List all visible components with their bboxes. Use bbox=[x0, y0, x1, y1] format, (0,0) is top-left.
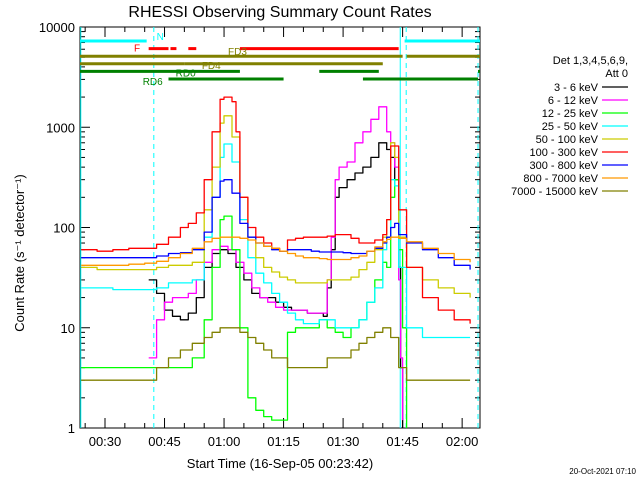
x-tick-label: 02:00 bbox=[446, 434, 479, 449]
y-tick-label: 1 bbox=[68, 421, 75, 436]
flag-label-N: N bbox=[157, 32, 164, 43]
legend-label: 7000 - 15000 keV bbox=[511, 186, 599, 198]
footer-timestamp: 20-Oct-2021 07:10 bbox=[569, 467, 636, 476]
legend-label: 100 - 300 keV bbox=[530, 147, 599, 159]
x-tick-label: 01:00 bbox=[208, 434, 241, 449]
legend-label: 6 - 12 keV bbox=[548, 95, 599, 107]
series-line-7000-15000keV bbox=[81, 327, 471, 381]
flag-label-FD4: FD4 bbox=[202, 61, 221, 72]
legend-label: 50 - 100 keV bbox=[536, 134, 599, 146]
x-tick-label: 01:15 bbox=[267, 434, 300, 449]
legend-label: 12 - 25 keV bbox=[542, 108, 599, 120]
series-line-50-100keV bbox=[81, 115, 471, 298]
series-line-300-800keV bbox=[81, 179, 471, 270]
y-tick-label: 1000 bbox=[46, 120, 75, 135]
legend-header-attenuator: Att 0 bbox=[605, 68, 628, 80]
series-line-800-7000keV bbox=[81, 236, 471, 266]
legend-header-detectors: Det 1,3,4,5,6,9, bbox=[553, 55, 628, 67]
flag-label-F: F bbox=[134, 44, 140, 55]
y-tick-label: 100 bbox=[53, 221, 75, 236]
y-tick-label: 10 bbox=[61, 321, 75, 336]
count-rate-series bbox=[81, 96, 471, 428]
y-tick-label: 10000 bbox=[39, 20, 75, 35]
chart-title: RHESSI Observing Summary Count Rates bbox=[128, 4, 431, 21]
flag-label-FD3: FD3 bbox=[228, 47, 247, 58]
series-line-6-12keV bbox=[148, 106, 404, 421]
x-tick-label: 01:30 bbox=[327, 434, 360, 449]
x-tick-label: 01:45 bbox=[386, 434, 419, 449]
flag-label-RD0: RD0 bbox=[176, 68, 196, 79]
tick-labels: 00:30 00:45 01:00 01:15 01:30 01:45 02:00 1 10 10… bbox=[39, 20, 479, 449]
x-tick-label: 00:30 bbox=[89, 434, 122, 449]
legend-label: 25 - 50 keV bbox=[542, 121, 599, 133]
series-line-12-25keV bbox=[81, 179, 408, 428]
legend-label: 3 - 6 keV bbox=[554, 82, 599, 94]
y-axis-label: Count Rate (s⁻¹ detector⁻¹) bbox=[12, 174, 27, 332]
flag-label-RD6: RD6 bbox=[143, 77, 163, 88]
legend-label: 300 - 800 keV bbox=[530, 160, 599, 172]
series-line-3-6keV bbox=[148, 142, 404, 428]
x-axis-label: Start Time (16-Sep-05 00:23:42) bbox=[187, 456, 373, 471]
status-flags: N F FD3 FD4 RD0 RD6 bbox=[80, 32, 480, 88]
legend-label: 800 - 7000 keV bbox=[523, 173, 598, 185]
x-tick-label: 00:45 bbox=[148, 434, 181, 449]
series-line-25-50keV bbox=[81, 143, 471, 339]
